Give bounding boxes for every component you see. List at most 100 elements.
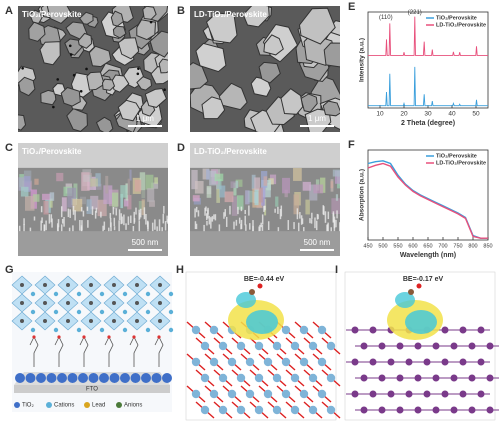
tio2-sphere <box>78 373 88 383</box>
film-texture <box>191 169 198 190</box>
lead-atom <box>43 283 47 287</box>
substrate-texture <box>235 219 238 226</box>
cation <box>122 291 128 297</box>
lead-atom <box>43 319 47 323</box>
pinhole <box>137 67 140 70</box>
substrate-texture <box>238 217 241 224</box>
grain <box>28 21 46 42</box>
atom <box>236 341 246 351</box>
substrate-texture <box>333 216 336 229</box>
substrate-texture <box>40 220 42 231</box>
atom <box>351 358 359 366</box>
substrate-texture <box>296 208 299 220</box>
film-texture <box>72 198 83 212</box>
adsorbate <box>257 283 263 289</box>
atom <box>245 389 255 399</box>
substrate-texture <box>103 221 106 230</box>
substrate-texture <box>194 221 197 230</box>
film-texture <box>247 190 255 203</box>
atom <box>459 390 467 398</box>
oxygen <box>82 335 86 339</box>
atom <box>477 390 485 398</box>
series-line <box>367 162 488 239</box>
atom <box>317 325 327 335</box>
adsorbate <box>408 289 414 295</box>
atom <box>459 358 467 366</box>
lead-atom <box>135 301 139 305</box>
grain <box>18 114 27 131</box>
atom <box>414 406 422 414</box>
film-texture <box>224 191 234 203</box>
atom <box>209 325 219 335</box>
grain <box>117 37 140 60</box>
substrate-texture <box>135 207 137 215</box>
substrate-texture <box>225 216 228 227</box>
substrate-texture <box>162 213 165 224</box>
grain <box>195 42 227 73</box>
substrate-texture <box>218 224 221 233</box>
substrate-texture <box>224 209 227 217</box>
panel-label: G <box>5 264 14 276</box>
substrate-texture <box>335 219 337 228</box>
grain <box>323 42 340 68</box>
film-texture <box>145 174 154 190</box>
ligand <box>29 336 39 367</box>
substrate-texture <box>213 214 215 220</box>
atom <box>486 374 494 382</box>
film-texture <box>95 173 101 187</box>
lead-atom <box>20 283 24 287</box>
atom <box>423 390 431 398</box>
charge-density <box>395 292 415 308</box>
substrate-texture <box>108 227 110 233</box>
legend-dot <box>46 402 52 408</box>
legend-label: LD-TiO₂/Perovskite <box>436 160 486 166</box>
substrate-texture <box>48 214 51 224</box>
substrate-texture <box>279 209 282 220</box>
substrate-texture <box>211 216 214 222</box>
substrate-texture <box>60 224 63 234</box>
substrate-texture <box>338 222 340 233</box>
atom <box>477 326 485 334</box>
tio2-sphere <box>99 373 109 383</box>
atom <box>405 390 413 398</box>
grain <box>39 41 61 66</box>
substrate-texture <box>125 223 127 230</box>
atom <box>369 358 377 366</box>
atom <box>423 358 431 366</box>
substrate-texture <box>267 221 270 230</box>
substrate-texture <box>95 207 98 213</box>
substrate-texture <box>237 206 239 215</box>
ligand <box>154 336 164 367</box>
lead-atom <box>89 301 93 305</box>
panel-caption: TiO₂/Perovskite <box>22 147 82 156</box>
cation <box>99 327 105 333</box>
film-texture <box>90 195 99 210</box>
substrate-texture <box>154 219 156 230</box>
lead-atom <box>43 301 47 305</box>
atom <box>351 326 359 334</box>
film-texture <box>235 180 239 189</box>
substrate-texture <box>121 216 123 224</box>
tio2-sphere <box>162 373 172 383</box>
substrate-texture <box>205 213 208 221</box>
film-texture <box>43 200 49 215</box>
ligand <box>104 336 114 367</box>
substrate-texture <box>164 221 167 231</box>
oxygen <box>157 335 161 339</box>
substrate-texture <box>130 215 132 223</box>
pinhole <box>21 66 24 70</box>
panel-label: C <box>5 142 13 154</box>
film-texture <box>56 172 64 182</box>
grain <box>60 86 81 107</box>
atom <box>254 405 264 415</box>
substrate-label: FTO <box>86 387 98 393</box>
grain <box>79 11 94 25</box>
legend-label: Lead <box>92 403 105 409</box>
atom <box>299 325 309 335</box>
dft-structure: BE=-0.44 eV <box>185 271 341 421</box>
film-texture <box>24 195 35 211</box>
lead-atom <box>112 319 116 323</box>
y-axis-label: Intensity (a.u.) <box>359 38 366 82</box>
film-texture <box>124 199 129 207</box>
atom <box>299 389 309 399</box>
